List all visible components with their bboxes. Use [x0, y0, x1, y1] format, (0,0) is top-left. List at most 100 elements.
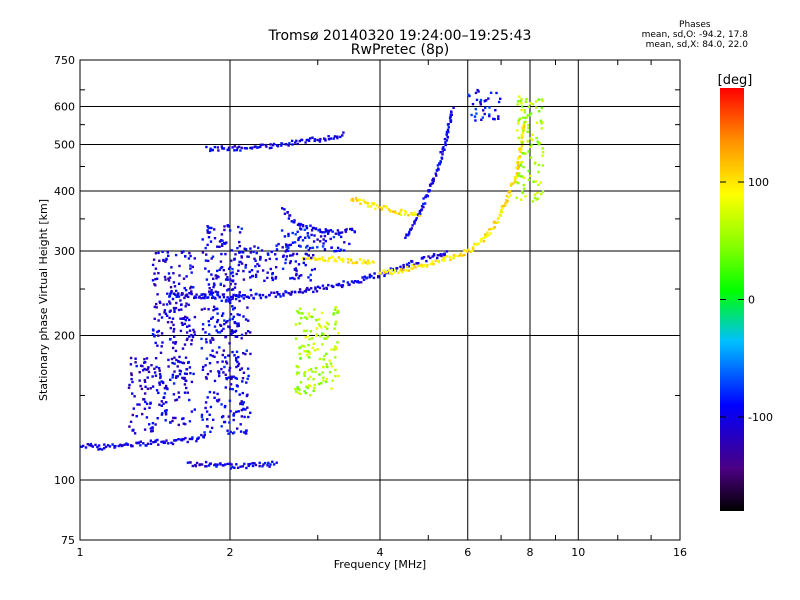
data-point — [158, 383, 161, 386]
data-point — [232, 308, 235, 311]
data-point — [299, 381, 303, 384]
data-point — [189, 287, 192, 290]
data-point — [541, 151, 545, 154]
data-point — [521, 190, 524, 193]
data-point — [170, 441, 173, 444]
data-point — [301, 291, 305, 294]
stats-x-mode: mean, sd,X: 84.0, 22.0 — [645, 40, 748, 50]
data-point — [313, 234, 316, 237]
data-point — [193, 257, 196, 260]
data-point — [164, 260, 167, 263]
data-point — [523, 124, 526, 128]
data-point — [318, 286, 322, 290]
data-point — [168, 338, 172, 341]
data-point — [336, 246, 340, 250]
data-point — [533, 193, 537, 196]
data-point — [229, 272, 233, 275]
data-point — [236, 325, 239, 328]
x-tick-label: 16 — [673, 546, 687, 559]
data-point — [215, 399, 219, 402]
data-point — [407, 269, 411, 272]
data-point — [307, 288, 311, 291]
data-point — [414, 213, 418, 216]
data-point — [280, 142, 284, 145]
data-point — [318, 357, 322, 361]
data-point — [332, 235, 336, 239]
data-point — [422, 197, 425, 200]
data-point — [245, 429, 248, 432]
data-point — [294, 233, 297, 236]
data-point — [271, 278, 274, 282]
data-point — [411, 267, 414, 270]
data-point — [146, 387, 150, 390]
data-point — [239, 423, 242, 426]
data-point — [167, 279, 171, 282]
data-point — [184, 356, 188, 359]
data-point — [333, 250, 336, 253]
data-point — [236, 313, 239, 316]
data-point — [174, 293, 177, 296]
colorbar-tick-label: -100 — [748, 411, 773, 424]
data-point — [213, 145, 216, 149]
data-point — [231, 388, 234, 391]
data-point — [307, 257, 310, 260]
data-point — [248, 270, 251, 274]
data-point — [222, 296, 226, 299]
data-point — [131, 444, 134, 448]
data-point — [284, 143, 287, 146]
data-point — [343, 241, 346, 244]
data-point — [240, 262, 244, 265]
data-point — [226, 429, 229, 432]
data-point — [230, 375, 233, 378]
data-point — [420, 205, 424, 208]
data-point — [308, 338, 311, 341]
data-point — [303, 374, 306, 377]
data-point — [493, 226, 496, 229]
data-point — [210, 317, 213, 320]
data-point — [523, 120, 526, 124]
data-point — [216, 312, 219, 315]
data-point — [214, 297, 217, 300]
data-point — [520, 134, 523, 137]
data-point — [192, 328, 195, 332]
data-point — [404, 209, 407, 213]
data-point — [522, 165, 525, 169]
data-point — [144, 444, 147, 447]
data-point — [215, 329, 218, 332]
data-point — [443, 252, 446, 255]
data-point — [229, 387, 232, 391]
data-point — [154, 267, 158, 270]
data-point — [171, 317, 175, 320]
data-point — [135, 364, 138, 368]
data-point — [131, 380, 134, 384]
data-point — [205, 278, 209, 281]
data-point — [337, 310, 340, 313]
data-point — [183, 343, 187, 346]
data-point — [422, 202, 425, 206]
data-point — [234, 335, 237, 338]
data-point — [232, 375, 235, 378]
data-point — [537, 110, 541, 113]
data-point — [160, 413, 164, 416]
data-point — [449, 258, 452, 261]
data-point — [480, 240, 483, 243]
data-point — [216, 293, 219, 296]
data-point — [153, 272, 156, 275]
data-point — [341, 260, 345, 263]
data-point — [214, 463, 217, 466]
data-point — [297, 238, 300, 242]
data-point — [100, 448, 104, 451]
data-point — [508, 190, 512, 193]
data-point — [340, 231, 344, 234]
data-point — [158, 372, 162, 376]
data-point — [130, 372, 133, 375]
data-point — [283, 235, 287, 238]
data-point — [206, 396, 209, 399]
data-point — [317, 318, 321, 321]
data-point — [316, 348, 319, 351]
data-point — [536, 191, 539, 195]
data-point — [322, 358, 325, 361]
data-point — [337, 256, 341, 259]
data-point — [207, 259, 210, 263]
data-point — [235, 356, 238, 360]
